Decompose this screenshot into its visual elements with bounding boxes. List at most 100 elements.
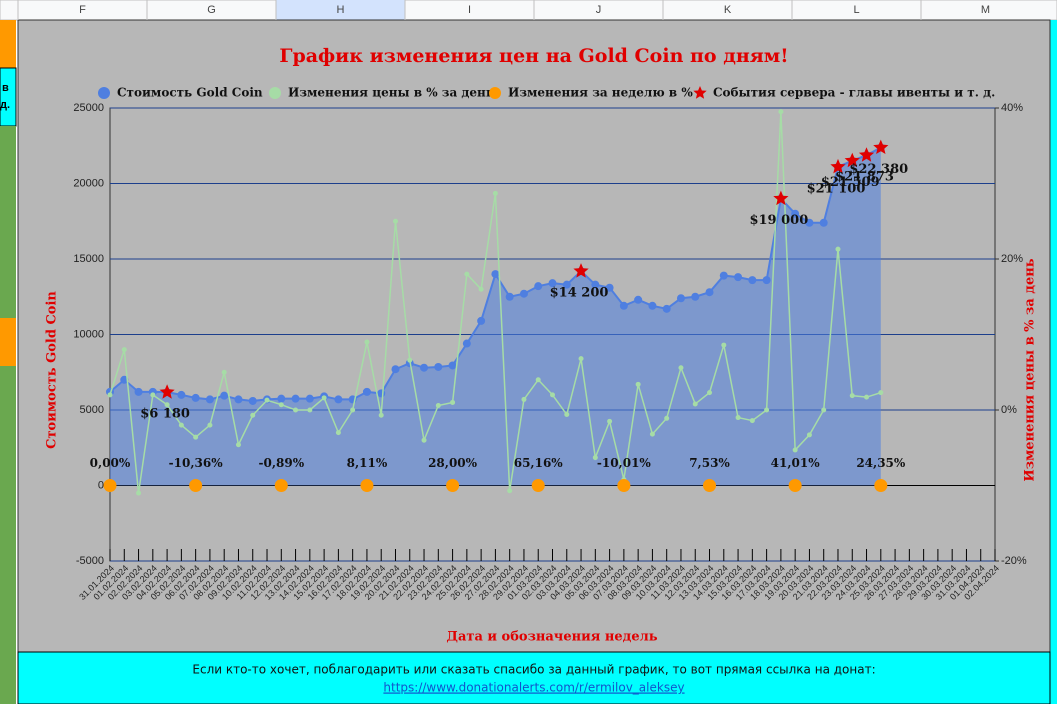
daily-change-point — [136, 490, 142, 496]
x-axis-title: Дата и обозначения недель — [446, 630, 657, 645]
event-label: $21 100 — [807, 181, 866, 196]
daily-change-point — [378, 412, 384, 418]
legend-icon — [489, 87, 501, 99]
column-header: K — [724, 4, 732, 16]
week-label: -10,36% — [169, 456, 224, 470]
daily-change-point — [849, 393, 855, 399]
cell — [1050, 20, 1057, 704]
daily-change-point — [193, 434, 199, 440]
week-label: 65,16% — [514, 456, 564, 470]
price-point — [591, 280, 600, 289]
daily-change-point — [235, 442, 241, 448]
price-point — [648, 301, 657, 310]
daily-change-point — [150, 392, 156, 398]
price-point — [191, 393, 200, 402]
legend-icon — [693, 86, 707, 99]
price-point — [462, 339, 471, 348]
price-point — [662, 304, 671, 313]
daily-change-point — [550, 392, 555, 398]
week-label: 24,35% — [856, 456, 906, 470]
y-tick-label: 25000 — [73, 102, 104, 114]
column-header: I — [468, 4, 471, 16]
event-star — [830, 158, 846, 174]
price-point — [334, 395, 343, 404]
legend-label: События сервера - главы ивенты и т. д. — [713, 86, 995, 100]
price-point — [634, 295, 643, 304]
daily-change-point — [535, 377, 541, 383]
price-point — [377, 389, 386, 398]
event-label: $22 380 — [849, 162, 908, 177]
daily-change-point — [364, 339, 370, 345]
legend-label: Изменения цены в % за день — [288, 86, 494, 100]
price-point — [205, 395, 214, 404]
week-label: 7,53% — [689, 456, 730, 470]
daily-change-point — [278, 402, 284, 408]
price-point — [248, 396, 257, 405]
price-point — [277, 394, 286, 403]
daily-change-point — [878, 390, 884, 396]
y-tick-label: 15000 — [73, 253, 104, 265]
y-tick-label: -5000 — [76, 555, 104, 567]
footer-box — [17, 651, 1051, 705]
legend-icon — [269, 87, 281, 99]
cell — [0, 318, 16, 366]
event-star — [844, 152, 860, 168]
event-star — [773, 190, 789, 206]
price-point — [177, 390, 186, 399]
price-point — [691, 292, 700, 301]
event-star — [573, 263, 589, 278]
week-marker — [874, 479, 888, 492]
y-tick-label: 10000 — [73, 328, 104, 340]
week-marker — [274, 479, 288, 492]
daily-change-point — [435, 402, 441, 408]
chart-title: График изменения цен на Gold Coin по дня… — [279, 45, 788, 67]
price-point — [477, 316, 486, 325]
daily-change-point — [264, 397, 270, 403]
daily-change-point — [721, 342, 727, 348]
cell — [0, 126, 16, 318]
price-point — [134, 387, 143, 396]
daily-change-point — [478, 286, 484, 292]
week-label: 0,00% — [90, 456, 131, 470]
price-point — [748, 276, 757, 285]
cell — [0, 366, 16, 704]
price-point — [291, 394, 300, 403]
selected-column — [276, 0, 405, 20]
y-tick-label: 5000 — [80, 404, 104, 416]
price-point — [805, 218, 814, 227]
column-header: L — [853, 4, 859, 16]
price-point — [562, 280, 571, 289]
price-point — [434, 362, 443, 371]
price-point — [220, 391, 229, 400]
daily-change-point — [664, 415, 670, 421]
price-point — [448, 361, 457, 370]
y2-tick-label: -20% — [1001, 555, 1027, 567]
daily-change-point — [764, 407, 770, 413]
donation-link[interactable]: https://www.donationalerts.com/r/ermilov… — [383, 681, 684, 695]
daily-change-point — [492, 190, 498, 196]
event-label: $14 200 — [550, 286, 609, 301]
daily-change-point — [221, 369, 227, 375]
daily-change-point — [707, 390, 713, 396]
price-point — [420, 363, 429, 372]
price-point — [619, 301, 628, 310]
daily-change-point — [121, 347, 127, 353]
week-marker — [703, 479, 717, 492]
price-point — [819, 218, 828, 227]
daily-change-point — [735, 415, 741, 421]
y2-tick-label: 0% — [1001, 404, 1017, 416]
cell — [0, 20, 16, 68]
event-label: $19 000 — [749, 213, 808, 228]
daily-change-point — [635, 381, 641, 387]
column-header: F — [79, 4, 86, 16]
week-marker — [617, 479, 631, 492]
daily-change-point — [806, 432, 812, 438]
daily-change-point — [749, 418, 755, 424]
price-point — [705, 288, 714, 297]
week-label: -10,01% — [597, 456, 652, 470]
event-star — [873, 139, 889, 154]
daily-change-point — [835, 246, 841, 252]
event-label: $21 873 — [835, 170, 894, 185]
column-header: M — [981, 4, 990, 16]
event-label: $21 509 — [821, 175, 880, 190]
